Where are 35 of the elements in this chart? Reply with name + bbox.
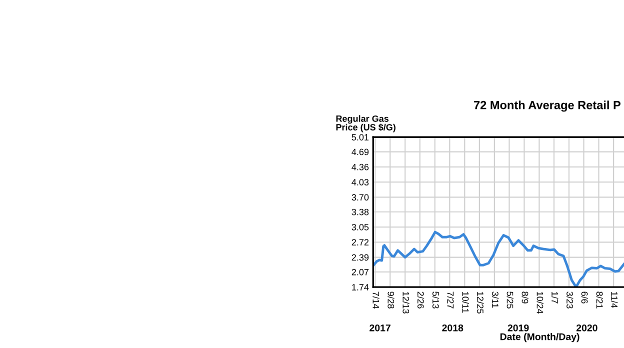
y-tick-label: 2.07 [352,268,369,276]
y-tick-label: 4.03 [352,179,369,186]
x-tick-label: 3/23 [566,292,574,308]
y-tick-label: 2.72 [352,239,369,246]
x-tick-label: 9/28 [388,292,394,308]
x2-tick-label: 2019 [508,324,529,332]
x-tick-label: 8/9 [522,292,528,304]
x-tick-label: 10/24 [536,292,544,314]
x-tick-label: 11/4 [611,292,618,308]
x-tick-label: 3/11 [492,292,499,308]
x-tick-label: 10/11 [462,292,469,313]
x-tick-label: 5/13 [432,292,440,308]
x-axis-title: Date (Month/Day) [500,333,580,342]
x2-tick-label: 2020 [576,324,598,332]
y-tick-label: 1.74 [352,284,369,290]
x-tick-label: 6/6 [581,292,588,304]
x-tick-label: 7/27 [447,292,454,308]
y-axis-title: Regular Gas Price (US $/G) [336,115,396,132]
y-tick-label: 4.69 [352,148,369,156]
y-tick-label: 3.05 [352,224,369,230]
y-tick-label: 5.01 [352,134,369,140]
y-tick-label: 3.38 [352,208,369,216]
x-tick-label: 1/7 [552,292,558,304]
y-tick-label: 4.36 [352,164,369,170]
y-tick-label: 2.39 [352,254,369,261]
x-tick-label: 5/25 [506,292,514,308]
x2-tick-label: 2017 [370,324,390,332]
x-tick-label: 8/21 [596,292,603,308]
x-tick-label: 2/26 [417,292,424,308]
x-tick-label: 7/14 [372,292,380,309]
y-tick-label: 3.70 [352,194,369,201]
x-tick-label: 12/13 [402,292,410,314]
x-tick-label: 12/25 [477,292,484,314]
x2-tick-label: 2018 [442,324,464,332]
chart-title: 72 Month Average Retail P [474,100,620,112]
